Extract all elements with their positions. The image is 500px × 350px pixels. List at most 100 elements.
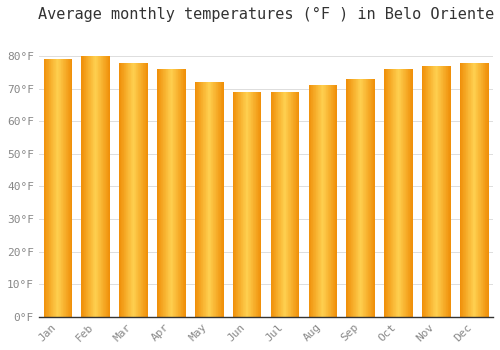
Bar [481, 63, 482, 317]
Bar [385, 69, 386, 317]
Bar [432, 66, 434, 317]
Bar [422, 66, 423, 317]
Bar [448, 66, 449, 317]
Bar [435, 66, 436, 317]
Bar [146, 63, 147, 317]
Bar [320, 85, 321, 317]
Bar [219, 82, 220, 317]
Bar [273, 92, 274, 317]
Bar [275, 92, 276, 317]
Bar [176, 69, 177, 317]
Bar [70, 60, 72, 317]
Bar [472, 63, 474, 317]
Bar [359, 79, 360, 317]
Bar [388, 69, 390, 317]
Bar [423, 66, 424, 317]
Bar [167, 69, 168, 317]
Bar [294, 92, 295, 317]
Bar [285, 92, 286, 317]
Bar [160, 69, 161, 317]
Bar [280, 92, 281, 317]
Bar [127, 63, 128, 317]
Bar [96, 56, 97, 317]
Bar [297, 92, 298, 317]
Bar [174, 69, 175, 317]
Bar [390, 69, 391, 317]
Bar [44, 60, 45, 317]
Bar [87, 56, 88, 317]
Bar [184, 69, 185, 317]
Bar [54, 60, 55, 317]
Bar [476, 63, 477, 317]
Bar [432, 66, 433, 317]
Bar [260, 92, 262, 317]
Bar [365, 79, 366, 317]
Bar [319, 85, 320, 317]
Bar [66, 60, 67, 317]
Bar [288, 92, 290, 317]
Bar [248, 92, 250, 317]
Bar [405, 69, 406, 317]
Bar [49, 60, 50, 317]
Bar [292, 92, 293, 317]
Bar [259, 92, 260, 317]
Bar [255, 92, 256, 317]
Bar [107, 56, 108, 317]
Bar [324, 85, 325, 317]
Bar [134, 63, 135, 317]
Bar [463, 63, 464, 317]
Bar [287, 92, 288, 317]
Bar [214, 82, 215, 317]
Bar [332, 85, 333, 317]
Bar [441, 66, 442, 317]
Bar [366, 79, 367, 317]
Bar [95, 56, 96, 317]
Bar [168, 69, 170, 317]
Bar [123, 63, 124, 317]
Bar [478, 63, 480, 317]
Bar [128, 63, 130, 317]
Bar [141, 63, 142, 317]
Bar [270, 92, 272, 317]
Bar [175, 69, 176, 317]
Bar [396, 69, 397, 317]
Bar [170, 69, 171, 317]
Bar [206, 82, 207, 317]
Bar [477, 63, 478, 317]
Bar [322, 85, 324, 317]
Bar [71, 60, 72, 317]
Bar [102, 56, 103, 317]
Bar [249, 92, 250, 317]
Bar [399, 69, 400, 317]
Bar [102, 56, 104, 317]
Bar [310, 85, 312, 317]
Bar [145, 63, 146, 317]
Bar [410, 69, 412, 317]
Bar [56, 60, 57, 317]
Bar [372, 79, 373, 317]
Bar [398, 69, 400, 317]
Bar [409, 69, 410, 317]
Bar [205, 82, 206, 317]
Bar [84, 56, 85, 317]
Bar [162, 69, 163, 317]
Bar [350, 79, 351, 317]
Bar [360, 79, 361, 317]
Bar [69, 60, 70, 317]
Bar [437, 66, 438, 317]
Bar [460, 63, 462, 317]
Bar [53, 60, 54, 317]
Bar [352, 79, 353, 317]
Bar [371, 79, 372, 317]
Bar [315, 85, 316, 317]
Bar [407, 69, 408, 317]
Bar [442, 66, 444, 317]
Bar [129, 63, 130, 317]
Bar [132, 63, 134, 317]
Bar [334, 85, 335, 317]
Bar [257, 92, 258, 317]
Bar [469, 63, 470, 317]
Bar [390, 69, 392, 317]
Bar [427, 66, 428, 317]
Bar [50, 60, 51, 317]
